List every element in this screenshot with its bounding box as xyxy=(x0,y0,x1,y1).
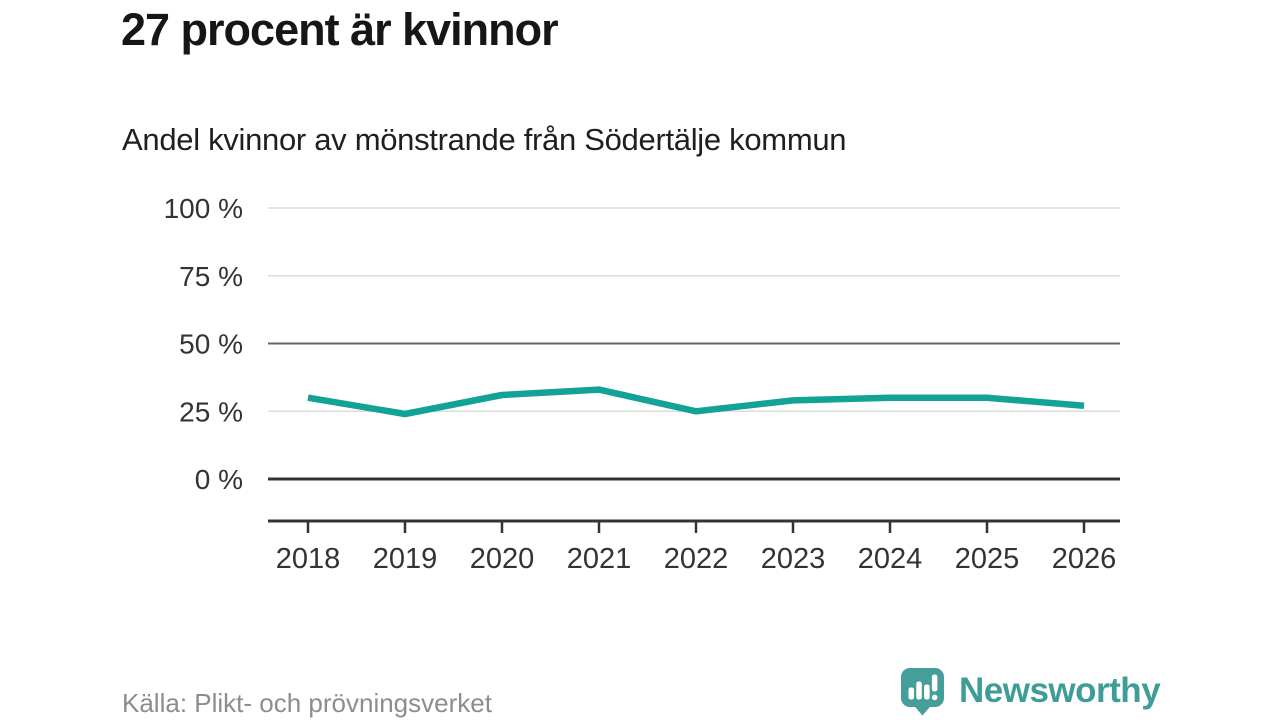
x-tick-label: 2026 xyxy=(1052,543,1117,575)
brand-wordmark: Newsworthy xyxy=(959,671,1161,710)
y-tick-label: 0 % xyxy=(195,464,243,495)
speech-bubble-bar-chart-icon xyxy=(901,668,944,716)
chart-title: 27 procent är kvinnor xyxy=(121,4,559,55)
y-tick-label: 100 % xyxy=(164,193,243,224)
x-tick-label: 2020 xyxy=(470,543,535,575)
x-tick-label: 2021 xyxy=(567,543,632,575)
chart-subtitle: Andel kvinnor av mönstrande från Södertä… xyxy=(122,122,847,157)
y-tick-label: 25 % xyxy=(179,396,243,427)
y-tick-label: 75 % xyxy=(179,261,243,292)
x-tick-label: 2024 xyxy=(858,543,923,575)
x-tick-label: 2022 xyxy=(664,543,729,575)
y-tick-label: 50 % xyxy=(179,329,243,360)
newsworthy-logo: Newsworthy xyxy=(897,666,1161,716)
source-note: Källa: Plikt- och prövningsverket xyxy=(122,688,492,718)
x-tick-label: 2023 xyxy=(761,543,826,575)
x-tick-label: 2019 xyxy=(373,543,438,575)
x-tick-label: 2025 xyxy=(955,543,1020,575)
x-tick-label: 2018 xyxy=(276,543,341,575)
data-line xyxy=(307,386,1085,418)
